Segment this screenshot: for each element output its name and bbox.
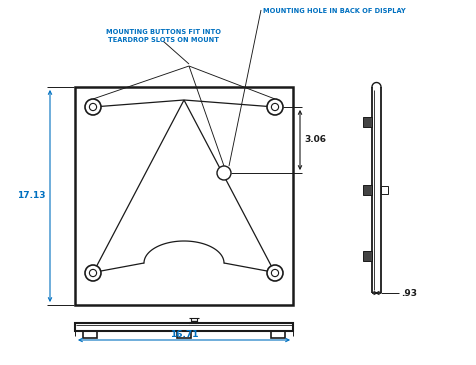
Circle shape	[267, 99, 283, 115]
Text: 3.06: 3.06	[304, 135, 326, 145]
Text: MOUNTING HOLE IN BACK OF DISPLAY: MOUNTING HOLE IN BACK OF DISPLAY	[263, 8, 406, 14]
Circle shape	[267, 265, 283, 281]
Circle shape	[271, 103, 278, 111]
Circle shape	[85, 99, 101, 115]
Text: 16.71: 16.71	[170, 330, 198, 339]
Circle shape	[217, 166, 231, 180]
Text: 17.13: 17.13	[18, 192, 46, 200]
Polygon shape	[363, 251, 372, 261]
Text: MOUNTING BUTTONS FIT INTO
TEARDROP SLOTS ON MOUNT: MOUNTING BUTTONS FIT INTO TEARDROP SLOTS…	[106, 29, 220, 42]
Polygon shape	[381, 186, 388, 194]
Circle shape	[89, 103, 97, 111]
Circle shape	[89, 269, 97, 277]
Polygon shape	[363, 117, 372, 127]
Circle shape	[85, 265, 101, 281]
Text: .93: .93	[401, 288, 417, 297]
Circle shape	[271, 269, 278, 277]
Polygon shape	[363, 185, 372, 195]
